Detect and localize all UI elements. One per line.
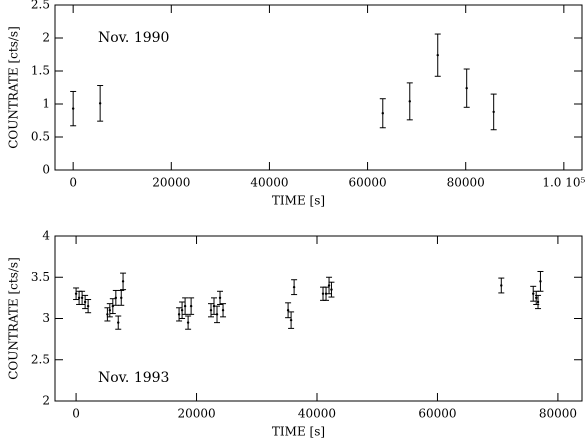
y-tick-label: 3.5 xyxy=(31,270,50,284)
data-point xyxy=(286,309,290,312)
y-axis-label: COUNTRATE [cts/s] xyxy=(7,257,21,380)
data-point xyxy=(114,296,118,300)
data-point xyxy=(77,296,81,300)
data-point xyxy=(327,284,331,287)
data-point xyxy=(215,313,219,316)
y-tick-label: 1 xyxy=(42,97,50,111)
data-point xyxy=(539,280,542,283)
y-tick-label: 2 xyxy=(42,394,50,408)
x-tick-label: 0 xyxy=(69,176,77,190)
annotation: Nov. 1990 xyxy=(98,30,169,46)
data-point xyxy=(408,100,411,103)
data-point xyxy=(183,304,187,308)
data-point xyxy=(186,321,190,324)
data-point xyxy=(80,296,84,300)
annotation: Nov. 1993 xyxy=(98,370,169,386)
y-tick-label: 0 xyxy=(42,163,50,177)
data-point xyxy=(330,288,333,291)
data-point xyxy=(121,280,125,283)
data-point xyxy=(535,296,538,300)
data-point xyxy=(381,112,384,115)
x-tick-label: 40000 xyxy=(250,176,288,190)
x-tick-label: 80000 xyxy=(539,407,577,421)
data-point xyxy=(71,107,75,110)
data-point xyxy=(536,300,540,304)
y-axis-label: COUNTRATE [cts/s] xyxy=(7,26,21,149)
data-point xyxy=(321,292,325,295)
data-point xyxy=(492,110,495,114)
x-tick-label: 40000 xyxy=(298,407,336,421)
x-tick-label: 0 xyxy=(72,407,80,421)
data-point xyxy=(500,284,503,287)
y-tick-label: 3 xyxy=(42,311,50,325)
y-tick-label: 4 xyxy=(42,229,50,243)
data-point xyxy=(86,304,90,308)
data-point xyxy=(120,296,123,300)
data-point xyxy=(289,318,293,322)
x-axis-label: TIME [s] xyxy=(272,425,325,439)
x-tick-label: 60000 xyxy=(418,407,456,421)
y-tick-label: 1.5 xyxy=(31,64,50,78)
data-point xyxy=(209,309,213,312)
y-tick-label: 2.5 xyxy=(31,352,50,366)
data-point xyxy=(324,292,328,295)
x-tick-label: 80000 xyxy=(447,176,485,190)
data-point xyxy=(221,309,225,312)
x-tick-label: 20000 xyxy=(177,407,215,421)
plot-frame xyxy=(54,4,583,171)
x-tick-label: 20000 xyxy=(152,176,190,190)
data-point xyxy=(74,292,78,295)
data-point xyxy=(177,313,181,316)
x-tick-label: 1.0 10⁵ xyxy=(542,176,585,190)
data-point xyxy=(108,309,112,312)
data-point xyxy=(189,304,193,308)
data-point xyxy=(98,102,102,105)
data-point xyxy=(218,296,222,300)
data-point xyxy=(212,304,216,308)
data-point xyxy=(532,292,535,295)
data-point xyxy=(83,300,87,304)
y-tick-label: 2.5 xyxy=(31,0,50,12)
y-tick-label: 2 xyxy=(42,31,50,45)
data-point xyxy=(117,321,120,324)
x-axis-label: TIME [s] xyxy=(272,194,325,208)
data-point xyxy=(180,309,184,312)
y-tick-label: 0.5 xyxy=(31,130,50,144)
data-point xyxy=(465,86,468,90)
data-point xyxy=(292,285,296,289)
x-tick-label: 60000 xyxy=(348,176,386,190)
data-point xyxy=(436,53,439,57)
data-point xyxy=(106,313,109,316)
